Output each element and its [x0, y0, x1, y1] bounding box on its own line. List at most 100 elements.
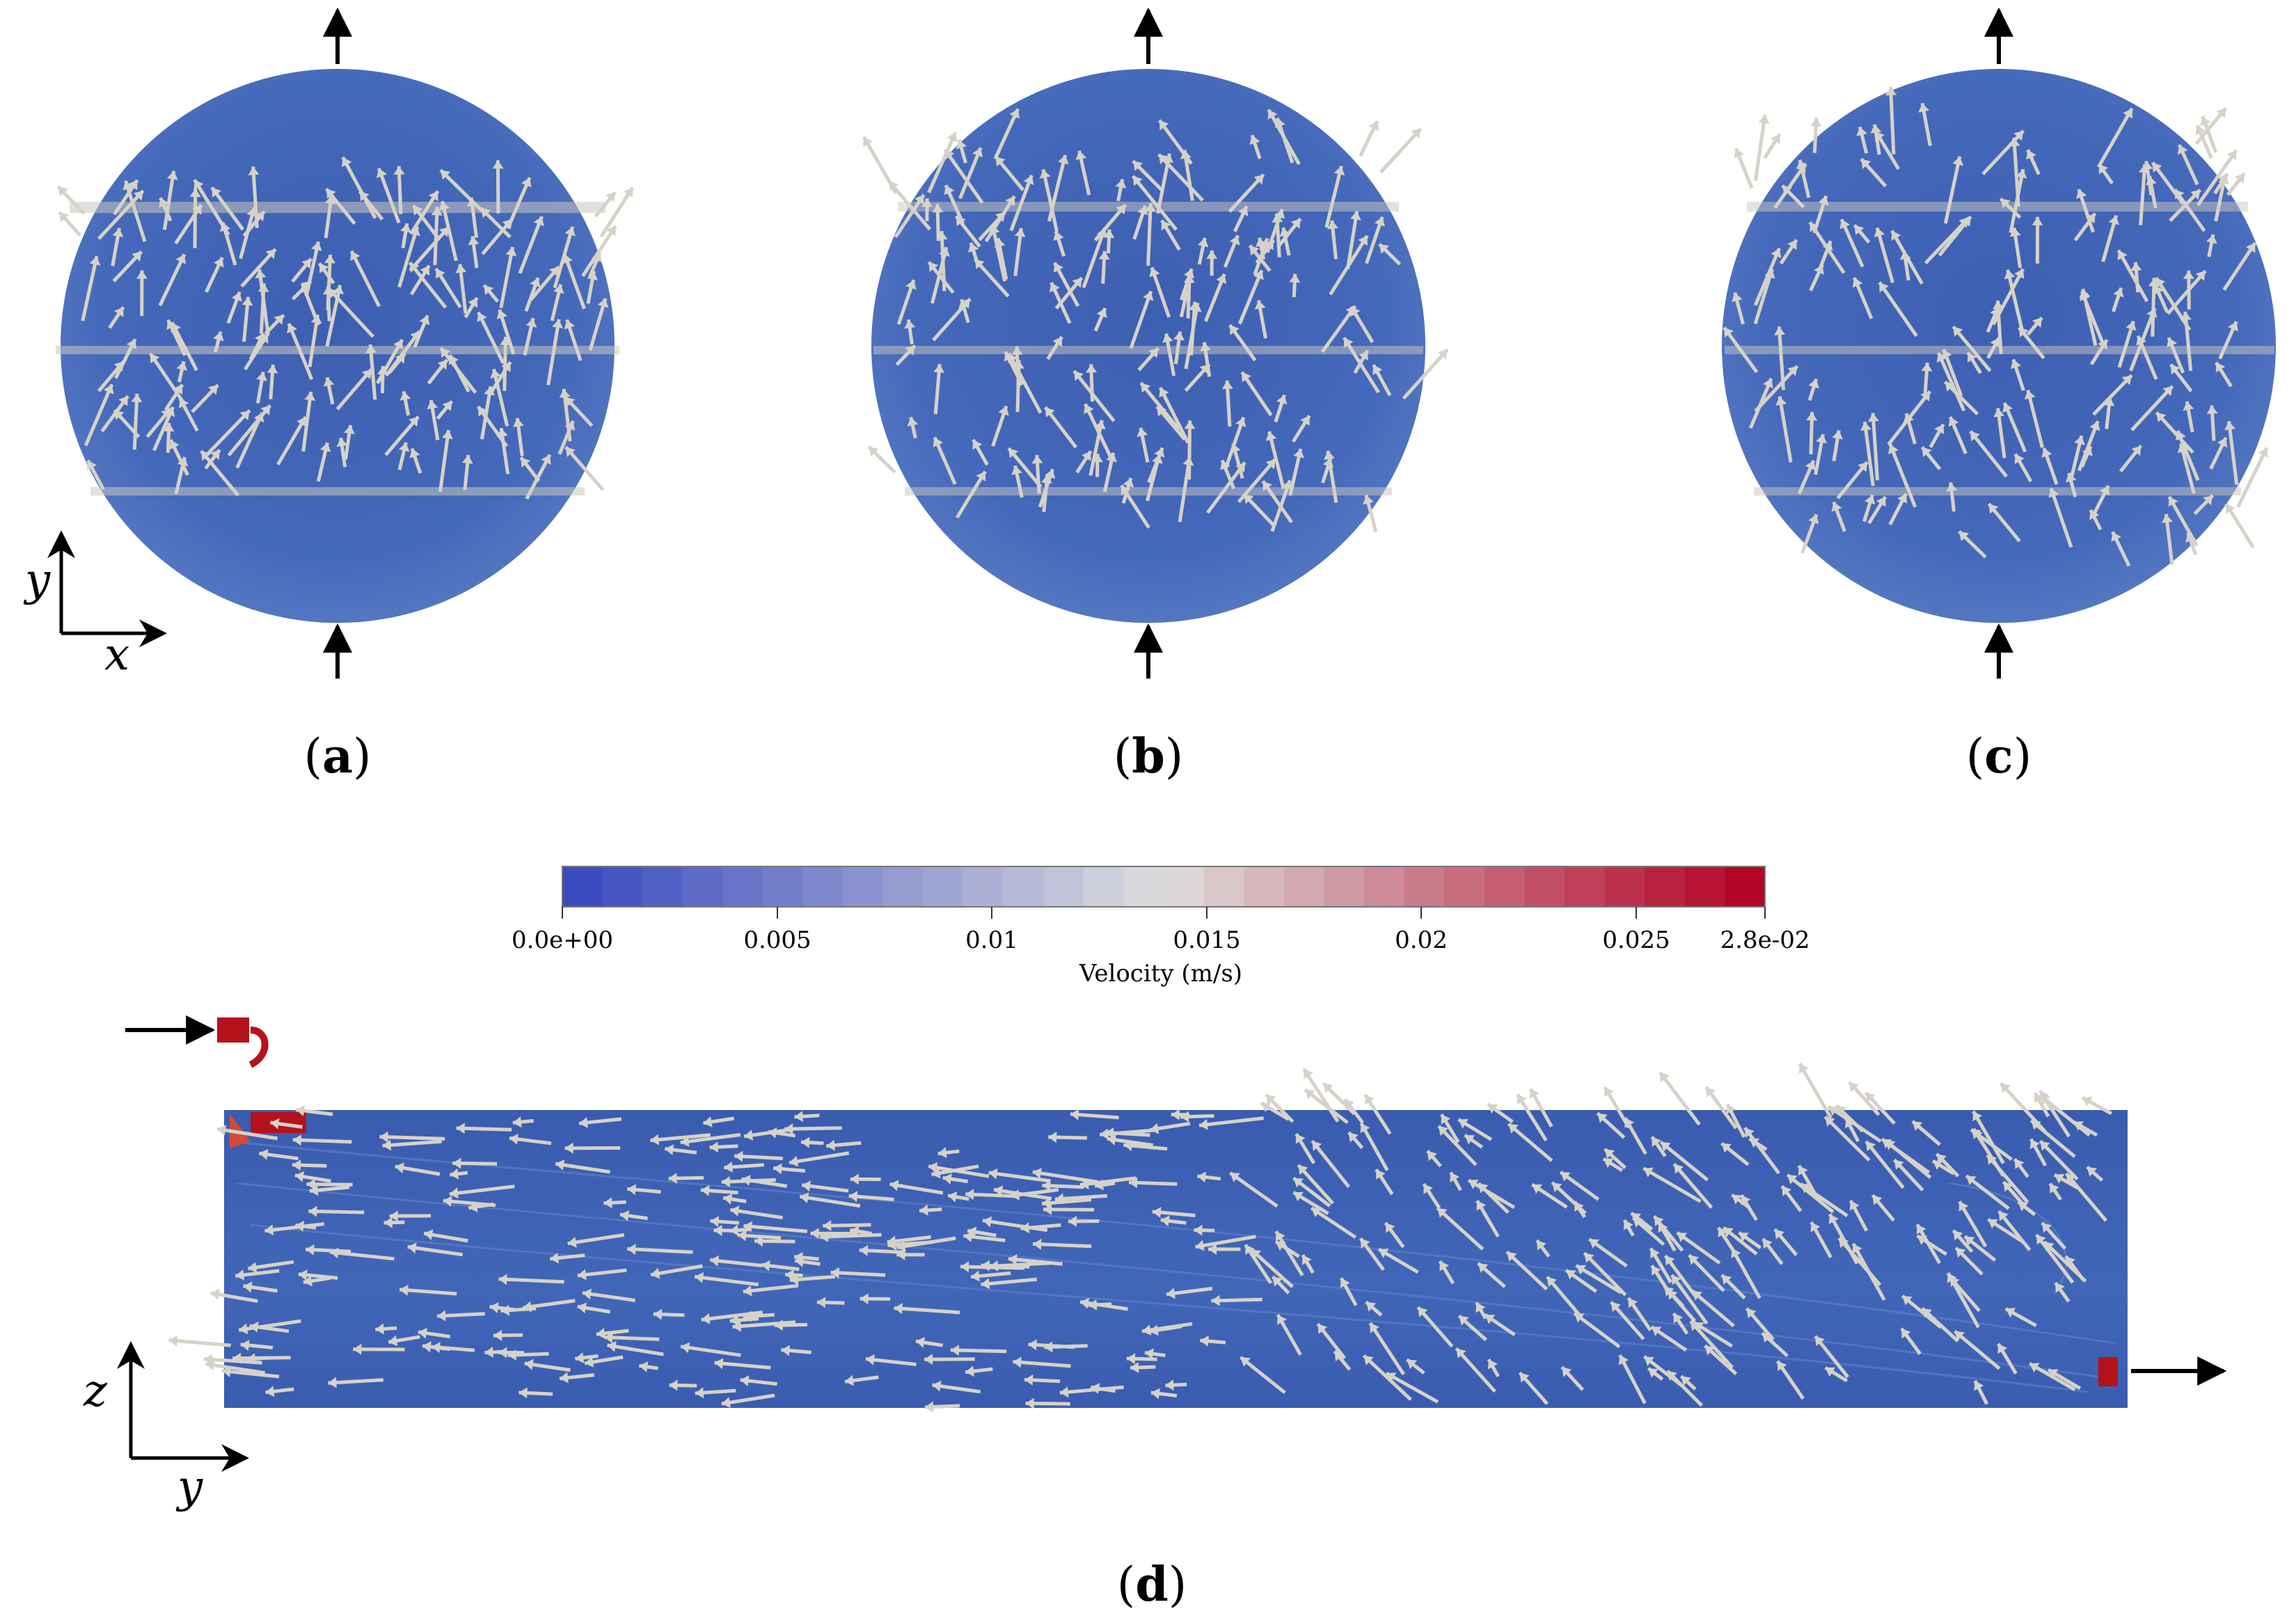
- velocity-vector-head: [1162, 153, 1173, 164]
- velocity-vector-head: [721, 1397, 731, 1409]
- velocity-vector: [251, 166, 259, 228]
- velocity-vector: [1013, 1360, 1071, 1368]
- velocity-vector-head: [974, 259, 985, 269]
- velocity-vector-head: [219, 222, 231, 232]
- velocity-vector-head: [2054, 1173, 2065, 1184]
- velocity-vector: [1079, 1176, 1137, 1187]
- velocity-vector-head: [2206, 405, 2218, 414]
- velocity-vector-head: [389, 1210, 398, 1222]
- velocity-vector-head: [896, 1249, 905, 1260]
- velocity-vector-head: [344, 425, 355, 434]
- velocity-vector: [1008, 1257, 1063, 1266]
- velocity-vector: [2176, 429, 2200, 482]
- velocity-vector-head: [409, 448, 420, 459]
- velocity-vector-head: [1235, 462, 1245, 473]
- velocity-vector-head: [1903, 413, 1915, 423]
- velocity-vector-head: [1916, 1224, 1926, 1235]
- velocity-vector-head: [905, 280, 917, 290]
- velocity-vector-head: [1654, 1216, 1664, 1226]
- velocity-vector: [1054, 1194, 1107, 1201]
- velocity-vector: [1583, 1251, 1627, 1297]
- velocity-vector: [2097, 107, 2134, 168]
- colorbar-swatch: [763, 866, 804, 907]
- velocity-vector-head: [564, 226, 576, 237]
- velocity-vector-head: [1266, 1094, 1276, 1105]
- velocity-vector: [1157, 153, 1205, 202]
- velocity-vector-head: [407, 1242, 417, 1254]
- velocity-vector: [865, 1357, 917, 1366]
- velocity-vector-head: [212, 187, 221, 198]
- velocity-vector-head: [668, 1173, 677, 1184]
- velocity-vector-head: [623, 187, 633, 198]
- velocity-vector-head: [729, 1315, 739, 1326]
- velocity-vector-head: [466, 198, 478, 207]
- velocity-vector: [553, 226, 575, 289]
- velocity-vector-head: [1868, 413, 1879, 422]
- panel-c: (c): [1722, 7, 2276, 784]
- velocity-vector: [1889, 86, 1896, 155]
- velocity-vector-head: [800, 1192, 809, 1203]
- velocity-vector-head: [1333, 166, 1345, 176]
- colorbar-title: Velocity (m/s): [1079, 960, 1242, 988]
- velocity-vector: [328, 1378, 383, 1385]
- velocity-vector-head: [2167, 338, 2177, 348]
- velocity-vector-head: [1874, 228, 1885, 237]
- velocity-vector: [1837, 1237, 1882, 1286]
- velocity-vector-head: [1887, 444, 1899, 454]
- velocity-vector: [1379, 127, 1423, 174]
- velocity-vector-head: [1704, 1345, 1715, 1356]
- velocity-vector-head: [1418, 1307, 1428, 1317]
- velocity-vector-head: [816, 1297, 826, 1308]
- velocity-vector-head: [1741, 1195, 1751, 1205]
- velocity-vector-head: [1537, 1240, 1546, 1251]
- velocity-vector-head: [1993, 408, 2005, 418]
- panel-label-a: (a): [303, 729, 371, 784]
- velocity-vector-head: [869, 447, 879, 457]
- velocity-vector: [784, 1126, 842, 1131]
- velocity-vector-head: [1365, 1301, 1377, 1312]
- velocity-vector-head: [1161, 220, 1171, 230]
- velocity-vector-head: [541, 454, 551, 465]
- velocity-vector-head: [376, 168, 387, 178]
- velocity-vector: [1943, 156, 1962, 224]
- velocity-vector-head: [1249, 135, 1260, 145]
- velocity-vector-head: [2082, 1096, 2093, 1107]
- velocity-vector: [1156, 153, 1171, 214]
- velocity-vector-head: [596, 1327, 605, 1339]
- colorbar-swatch: [802, 866, 844, 907]
- velocity-vector-head: [785, 1269, 794, 1281]
- velocity-vector-head: [1350, 306, 1361, 317]
- velocity-vector-head: [740, 1375, 750, 1386]
- velocity-vector-head: [1195, 1239, 1205, 1251]
- velocity-vector: [502, 336, 507, 391]
- velocity-vector-head: [489, 1302, 499, 1313]
- velocity-vector-head: [1865, 1093, 1876, 1103]
- velocity-vector-head: [550, 1252, 559, 1264]
- velocity-vector: [2038, 1093, 2091, 1136]
- velocity-vector-head: [484, 285, 494, 295]
- velocity-vector: [1082, 227, 1107, 289]
- colorbar-swatch: [1484, 866, 1525, 907]
- velocity-vector: [168, 1338, 231, 1347]
- velocity-vector-head: [1348, 1132, 1359, 1143]
- velocity-vector-head: [128, 180, 138, 191]
- velocity-vector-head: [274, 315, 284, 325]
- velocity-vector-head: [301, 258, 312, 269]
- velocity-vector-head: [2183, 401, 2194, 411]
- velocity-vector-head: [1106, 452, 1117, 463]
- velocity-vector-head: [443, 1196, 452, 1207]
- velocity-vector-head: [1988, 1219, 1998, 1229]
- velocity-vector-head: [1762, 1333, 1773, 1343]
- velocity-vector-head: [2258, 447, 2268, 458]
- velocity-vector-head: [2161, 514, 2173, 523]
- velocity-vector-head: [388, 1335, 398, 1347]
- velocity-vector-head: [1340, 1278, 1350, 1288]
- velocity-vector-head: [1249, 245, 1260, 256]
- colorbar-swatch: [843, 866, 884, 907]
- velocity-vector-head: [1158, 154, 1169, 164]
- velocity-vector-head: [915, 194, 924, 205]
- velocity-vector: [730, 1207, 783, 1220]
- velocity-vector-head: [1604, 1087, 1614, 1098]
- velocity-vector-head: [1485, 1315, 1496, 1324]
- velocity-vector-head: [932, 1380, 942, 1392]
